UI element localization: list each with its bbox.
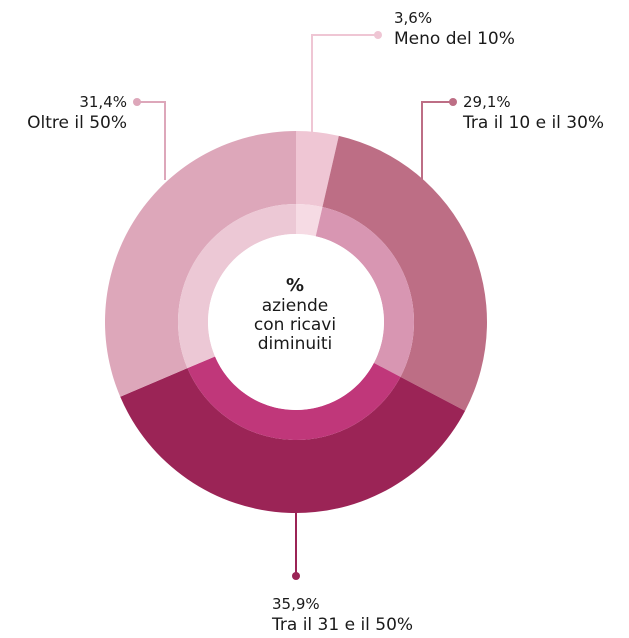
leader-dot-meno-del-10 bbox=[374, 31, 382, 39]
slice-outer-tra-il-10-e-il-30 bbox=[322, 135, 487, 411]
center-label-line-1: % bbox=[285, 275, 305, 296]
leader-line-meno-del-10 bbox=[311, 34, 378, 133]
value-label-meno-del-10: 3,6% bbox=[394, 9, 433, 27]
leader-line-oltre-il-50 bbox=[137, 101, 166, 180]
slice-outer-tra-il-31-e-il-50 bbox=[120, 368, 466, 513]
slice-inner-oltre-il-50 bbox=[178, 204, 296, 369]
slice-outer-oltre-il-50 bbox=[104, 131, 296, 397]
center-label-line-2: aziende bbox=[261, 296, 329, 316]
slice-inner-tra-il-10-e-il-30 bbox=[315, 207, 415, 377]
leader-dot-oltre-il-50 bbox=[133, 98, 141, 106]
category-label-meno-del-10: Meno del 10% bbox=[394, 29, 515, 49]
label-meno-del-10: 3,6% Meno del 10% bbox=[394, 8, 515, 50]
category-label-tra-31-50: Tra il 31 e il 50% bbox=[272, 615, 414, 635]
slice-inner-tra-il-31-e-il-50 bbox=[187, 356, 401, 441]
center-label-line-3: con ricavi bbox=[253, 315, 337, 335]
value-label-tra-31-50: 35,9% bbox=[272, 595, 320, 613]
slice-outer-meno-del-10 bbox=[296, 131, 339, 208]
leader-line-tra-il-10-e-il-30 bbox=[421, 101, 453, 180]
slice-inner-meno-del-10 bbox=[296, 204, 323, 237]
label-tra-10-30: 29,1% Tra il 10 e il 30% bbox=[463, 92, 604, 134]
value-label-oltre-50: 31,4% bbox=[79, 93, 127, 111]
center-label: % aziende con ricavi diminuiti bbox=[235, 276, 355, 354]
center-label-line-4: diminuiti bbox=[257, 334, 333, 354]
category-label-tra-10-30: Tra il 10 e il 30% bbox=[463, 113, 605, 133]
leader-dot-tra-il-31-e-il-50 bbox=[292, 572, 300, 580]
label-tra-31-50: 35,9% Tra il 31 e il 50% bbox=[272, 594, 413, 636]
value-label-tra-10-30: 29,1% bbox=[463, 93, 511, 111]
category-label-oltre-50: Oltre il 50% bbox=[27, 113, 127, 133]
label-oltre-50: 31,4% Oltre il 50% bbox=[27, 92, 127, 134]
donut-hole bbox=[208, 234, 384, 410]
leader-dot-tra-il-10-e-il-30 bbox=[449, 98, 457, 106]
